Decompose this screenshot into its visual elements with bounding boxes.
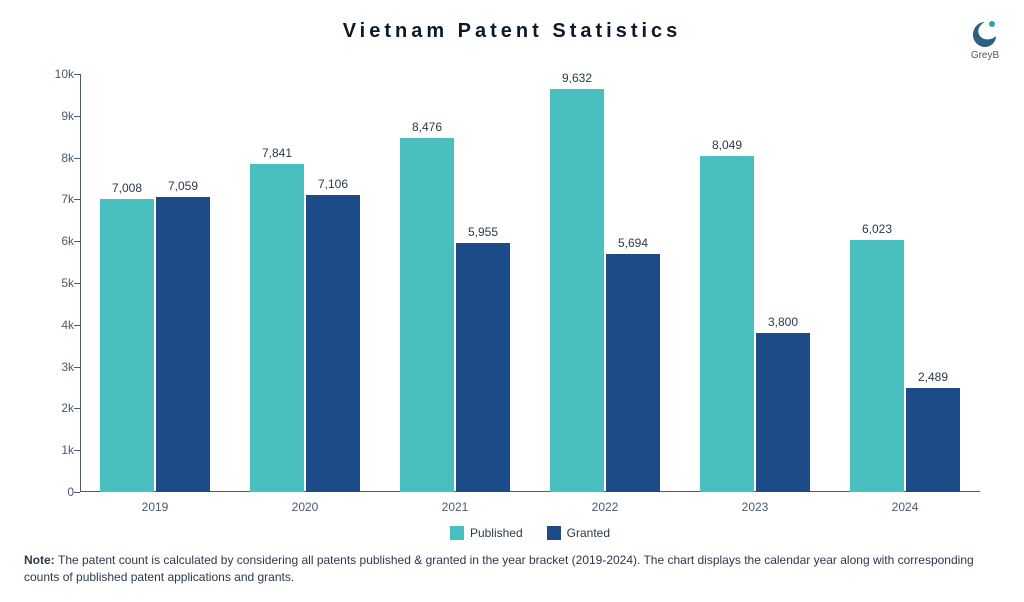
chart-container: Vietnam Patent Statistics GreyB 0 1k 2k 3k 4… (0, 0, 1024, 602)
bar-value-label: 5,694 (606, 236, 660, 250)
brand-name: GreyB (970, 50, 1000, 61)
y-tick-label: 2k (36, 401, 74, 415)
legend-swatch-published (450, 526, 464, 540)
bar-published: 7,008 (100, 199, 154, 492)
chart-plot-area: 01k2k3k4k5k6k7k8k9k10k 7,0087,0597,8417,… (80, 74, 980, 492)
bar-value-label: 5,955 (456, 225, 510, 239)
bar-published: 9,632 (550, 89, 604, 492)
y-tick-label: 0 (36, 485, 74, 499)
y-tick-label: 4k (36, 318, 74, 332)
legend: Published Granted (80, 526, 980, 540)
x-tick-label: 2022 (592, 500, 619, 514)
bar-value-label: 7,106 (306, 177, 360, 191)
y-tick-label: 5k (36, 276, 74, 290)
bar-value-label: 8,476 (400, 120, 454, 134)
logo-dot (989, 21, 995, 27)
bar-group: 8,0493,800 (700, 74, 810, 492)
chart-title: Vietnam Patent Statistics (0, 20, 1024, 43)
bar-group: 8,4765,955 (400, 74, 510, 492)
y-tick-label: 1k (36, 443, 74, 457)
bar-published: 7,841 (250, 164, 304, 492)
legend-label-granted: Granted (567, 526, 610, 540)
y-tick-label: 9k (36, 109, 74, 123)
legend-swatch-granted (547, 526, 561, 540)
bar-granted: 3,800 (756, 333, 810, 492)
bar-group: 7,0087,059 (100, 74, 210, 492)
bar-value-label: 7,008 (100, 181, 154, 195)
bar-value-label: 3,800 (756, 315, 810, 329)
bar-granted: 2,489 (906, 388, 960, 492)
x-tick-label: 2021 (442, 500, 469, 514)
bar-published: 6,023 (850, 240, 904, 492)
footnote-prefix: Note: (24, 553, 58, 567)
y-tick-label: 10k (36, 67, 74, 81)
brand-logo: GreyB (970, 18, 1000, 61)
bar-group: 7,8417,106 (250, 74, 360, 492)
greyb-logo-icon (970, 18, 1000, 48)
bar-value-label: 2,489 (906, 370, 960, 384)
y-tick-mark (74, 492, 80, 493)
bar-published: 8,476 (400, 138, 454, 492)
bar-published: 8,049 (700, 156, 754, 492)
bar-value-label: 7,059 (156, 179, 210, 193)
x-tick-label: 2024 (892, 500, 919, 514)
x-tick-label: 2020 (292, 500, 319, 514)
bar-granted: 5,955 (456, 243, 510, 492)
bar-value-label: 6,023 (850, 222, 904, 236)
legend-label-published: Published (470, 526, 523, 540)
bar-group: 6,0232,489 (850, 74, 960, 492)
legend-item-published: Published (450, 526, 523, 540)
bar-granted: 7,059 (156, 197, 210, 492)
footnote: Note: The patent count is calculated by … (24, 552, 1000, 586)
bar-value-label: 8,049 (700, 138, 754, 152)
bar-granted: 5,694 (606, 254, 660, 492)
x-tick-label: 2019 (142, 500, 169, 514)
y-tick-label: 8k (36, 151, 74, 165)
legend-item-granted: Granted (547, 526, 610, 540)
bar-group: 9,6325,694 (550, 74, 660, 492)
x-tick-label: 2023 (742, 500, 769, 514)
y-tick-label: 6k (36, 234, 74, 248)
bars-layer: 7,0087,0597,8417,1068,4765,9559,6325,694… (80, 74, 980, 492)
bar-value-label: 7,841 (250, 146, 304, 160)
footnote-text: The patent count is calculated by consid… (24, 553, 974, 584)
bar-granted: 7,106 (306, 195, 360, 492)
y-tick-label: 7k (36, 192, 74, 206)
bar-value-label: 9,632 (550, 71, 604, 85)
y-tick-label: 3k (36, 360, 74, 374)
